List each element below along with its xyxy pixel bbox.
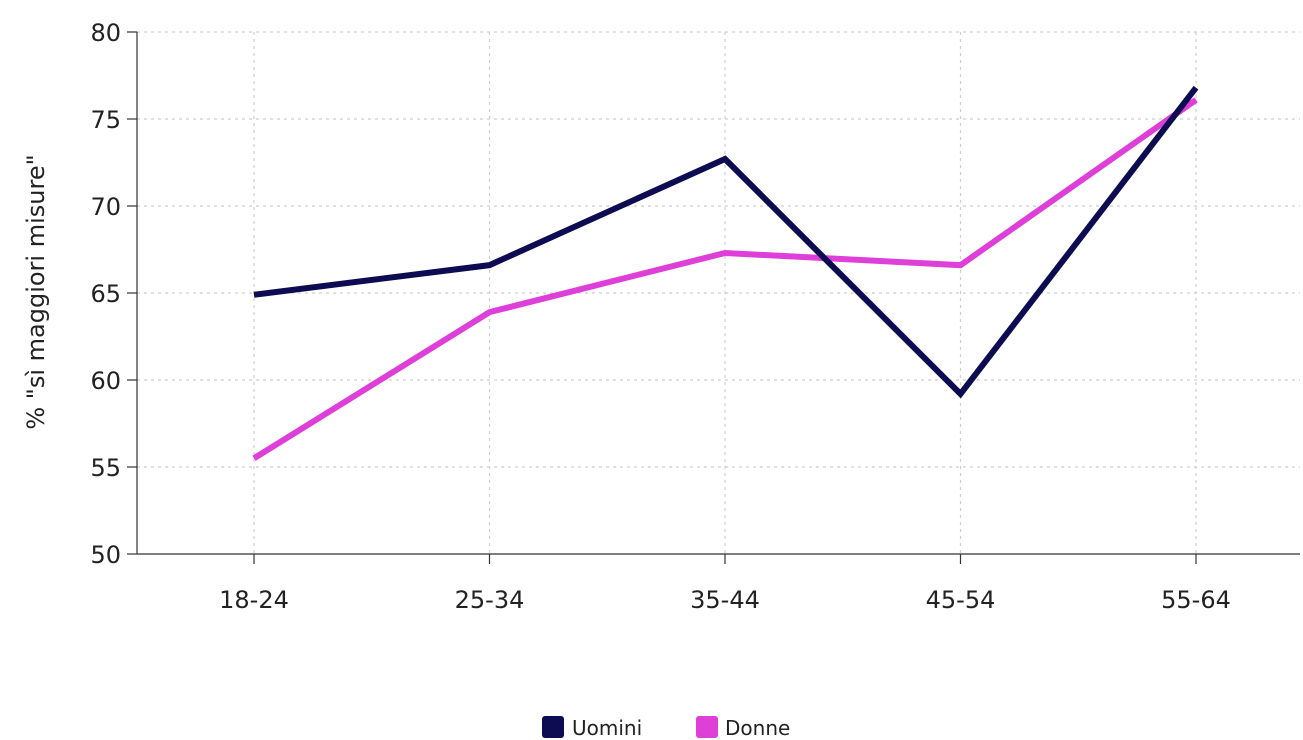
series-line-donne (252, 97, 1198, 461)
legend-swatch-donne (696, 716, 718, 738)
x-tick-label: 45-54 (926, 586, 996, 614)
x-tick-label: 55-64 (1161, 586, 1231, 614)
y-axis-title: % "sì maggiori misure" (22, 154, 50, 429)
legend-swatch-uomini (542, 716, 564, 738)
y-tick-label: 80 (90, 19, 121, 47)
y-tick-label: 65 (90, 280, 121, 308)
y-tick-label: 60 (90, 367, 121, 395)
y-tick-label: 75 (90, 106, 121, 134)
legend-label-donne: Donne (725, 716, 790, 740)
series-line-uomini (253, 85, 1199, 399)
x-tick-label: 18-24 (219, 586, 289, 614)
y-tick-label: 70 (90, 193, 121, 221)
grid-lines (137, 31, 1300, 554)
x-tick-label: 25-34 (455, 586, 525, 614)
legend: Uomini Donne (542, 716, 790, 740)
y-tick-label: 55 (90, 454, 121, 482)
y-axis-ticks: 50 55 60 65 70 75 80 (90, 19, 137, 569)
x-axis-ticks: 18-24 25-34 35-44 45-54 55-64 (219, 554, 1231, 614)
legend-label-uomini: Uomini (572, 716, 642, 740)
series-lines (252, 85, 1199, 461)
x-tick-label: 35-44 (690, 586, 760, 614)
y-tick-label: 50 (90, 541, 121, 569)
